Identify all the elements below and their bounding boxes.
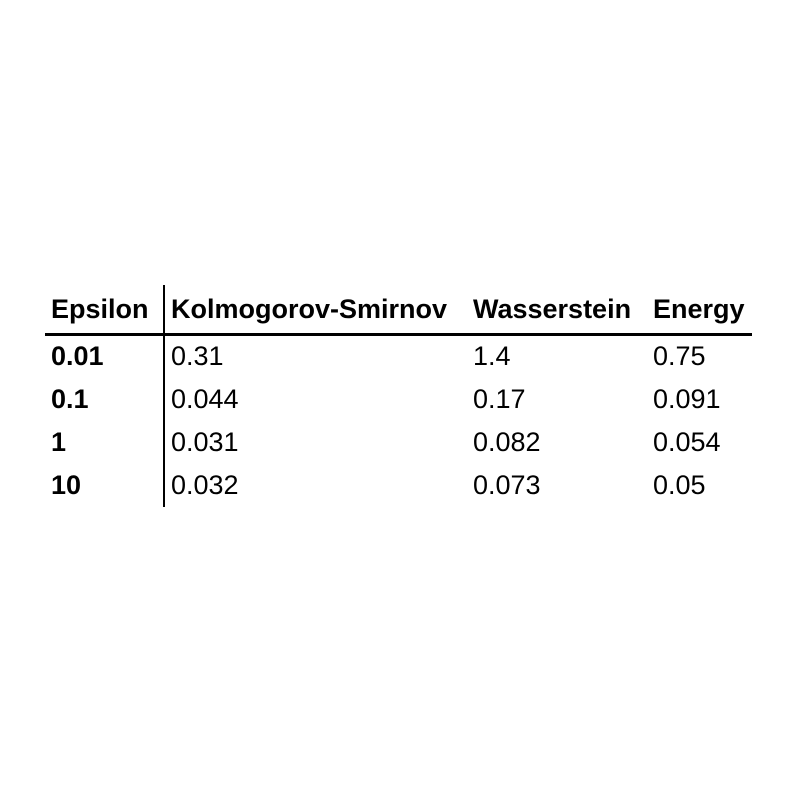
cell-kolmogorov-smirnov: 0.031 — [163, 420, 473, 464]
cell-energy: 0.091 — [653, 383, 721, 414]
cell-wasserstein: 0.17 — [473, 383, 526, 414]
column-header-epsilon: Epsilon — [45, 285, 164, 336]
column-header-kolmogorov-smirnov: Kolmogorov-Smirnov — [163, 285, 473, 336]
row-label-epsilon: 1 — [51, 426, 67, 457]
table-row: 0.1 0.044 0.17 0.091 — [45, 377, 752, 421]
cell-energy: 0.75 — [653, 341, 706, 372]
row-label-epsilon: 0.01 — [51, 341, 104, 372]
epsilon-metrics-table: Epsilon Kolmogorov-Smirnov Wasserstein E… — [45, 285, 752, 507]
cell-wasserstein: 0.073 — [473, 469, 541, 500]
cell-kolmogorov-smirnov: 0.044 — [163, 377, 473, 421]
cell-kolmogorov-smirnov: 0.032 — [163, 463, 473, 507]
cell-energy: 0.05 — [653, 469, 706, 500]
table-row: 10 0.032 0.073 0.05 — [45, 463, 752, 507]
cell-wasserstein: 1.4 — [473, 341, 511, 372]
table-row: 1 0.031 0.082 0.054 — [45, 420, 752, 464]
header-row: Epsilon Kolmogorov-Smirnov Wasserstein E… — [45, 285, 752, 336]
row-label-epsilon: 0.1 — [51, 383, 89, 414]
cell-kolmogorov-smirnov: 0.31 — [163, 334, 473, 378]
column-header-wasserstein: Wasserstein — [473, 285, 653, 336]
table-row: 0.01 0.31 1.4 0.75 — [45, 334, 752, 378]
column-header-energy: Energy — [653, 285, 752, 336]
row-label-epsilon: 10 — [51, 469, 82, 500]
cell-energy: 0.054 — [653, 426, 721, 457]
cell-wasserstein: 0.082 — [473, 426, 541, 457]
